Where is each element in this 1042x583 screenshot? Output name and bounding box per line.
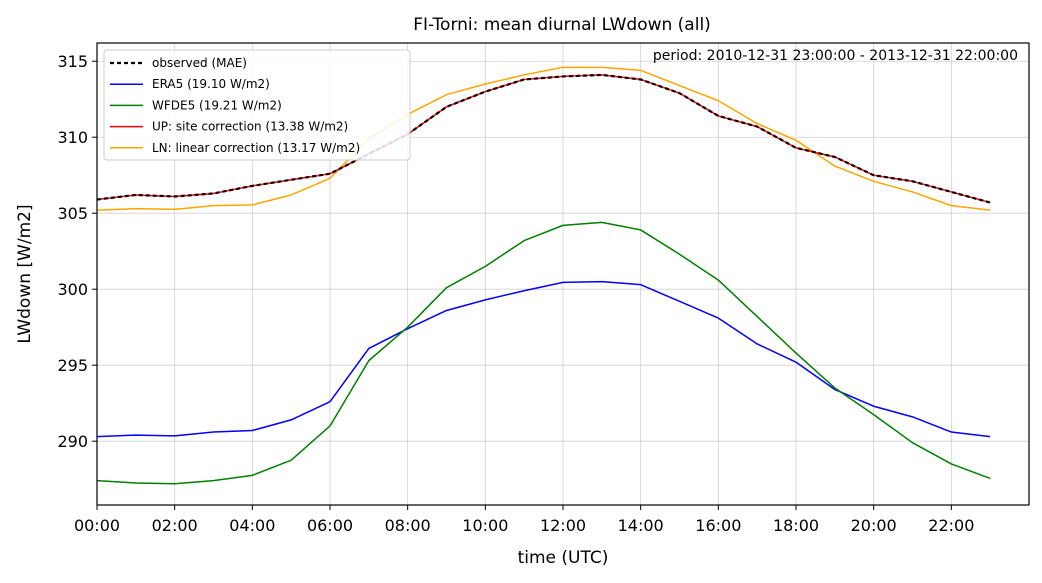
y-tick-label: 295 — [57, 356, 88, 375]
x-tick-label: 04:00 — [229, 516, 275, 535]
x-tick-label: 16:00 — [695, 516, 741, 535]
legend-label: observed (MAE) — [152, 56, 247, 70]
legend-label: ERA5 (19.10 W/m2) — [152, 77, 270, 91]
x-tick-label: 18:00 — [773, 516, 819, 535]
x-tick-label: 02:00 — [152, 516, 198, 535]
legend-label: UP: site correction (13.38 W/m2) — [152, 120, 348, 134]
period-annotation: period: 2010-12-31 23:00:00 - 2013-12-31… — [653, 48, 1018, 64]
x-tick-label: 12:00 — [540, 516, 586, 535]
series-line-2 — [96, 221, 991, 485]
x-tick-label: 20:00 — [851, 516, 897, 535]
legend: observed (MAE) ERA5 (19.10 W/m2) WFDE5 (19… — [103, 49, 411, 161]
x-axis: 00:00 02:00 04:00 06:00 08:00 10:00 12:00 14:00… — [74, 505, 974, 535]
series-layer — [96, 66, 991, 485]
y-tick-label: 315 — [57, 52, 88, 71]
x-tick-label: 06:00 — [307, 516, 353, 535]
x-tick-label: 22:00 — [928, 516, 974, 535]
legend-label: WFDE5 (19.21 W/m2) — [152, 98, 282, 112]
x-tick-label: 00:00 — [74, 516, 120, 535]
x-tick-label: 14:00 — [618, 516, 664, 535]
x-tick-label: 10:00 — [462, 516, 508, 535]
y-tick-label: 290 — [57, 432, 88, 451]
legend-label: LN: linear correction (13.17 W/m2) — [152, 141, 360, 155]
x-tick-label: 08:00 — [385, 516, 431, 535]
legend-box — [103, 49, 411, 161]
y-axis: 290 295 300 305 310 315 — [57, 52, 97, 451]
y-tick-label: 300 — [57, 280, 88, 299]
y-tick-label: 310 — [57, 128, 88, 147]
y-axis-label: LWdown [W/m2] — [15, 204, 35, 343]
chart-title: FI-Torni: mean diurnal LWdown (all) — [413, 15, 711, 35]
x-axis-label: time (UTC) — [518, 548, 609, 568]
series-line-0 — [96, 73, 991, 204]
y-tick-label: 305 — [57, 204, 88, 223]
series-line-4 — [96, 66, 991, 211]
